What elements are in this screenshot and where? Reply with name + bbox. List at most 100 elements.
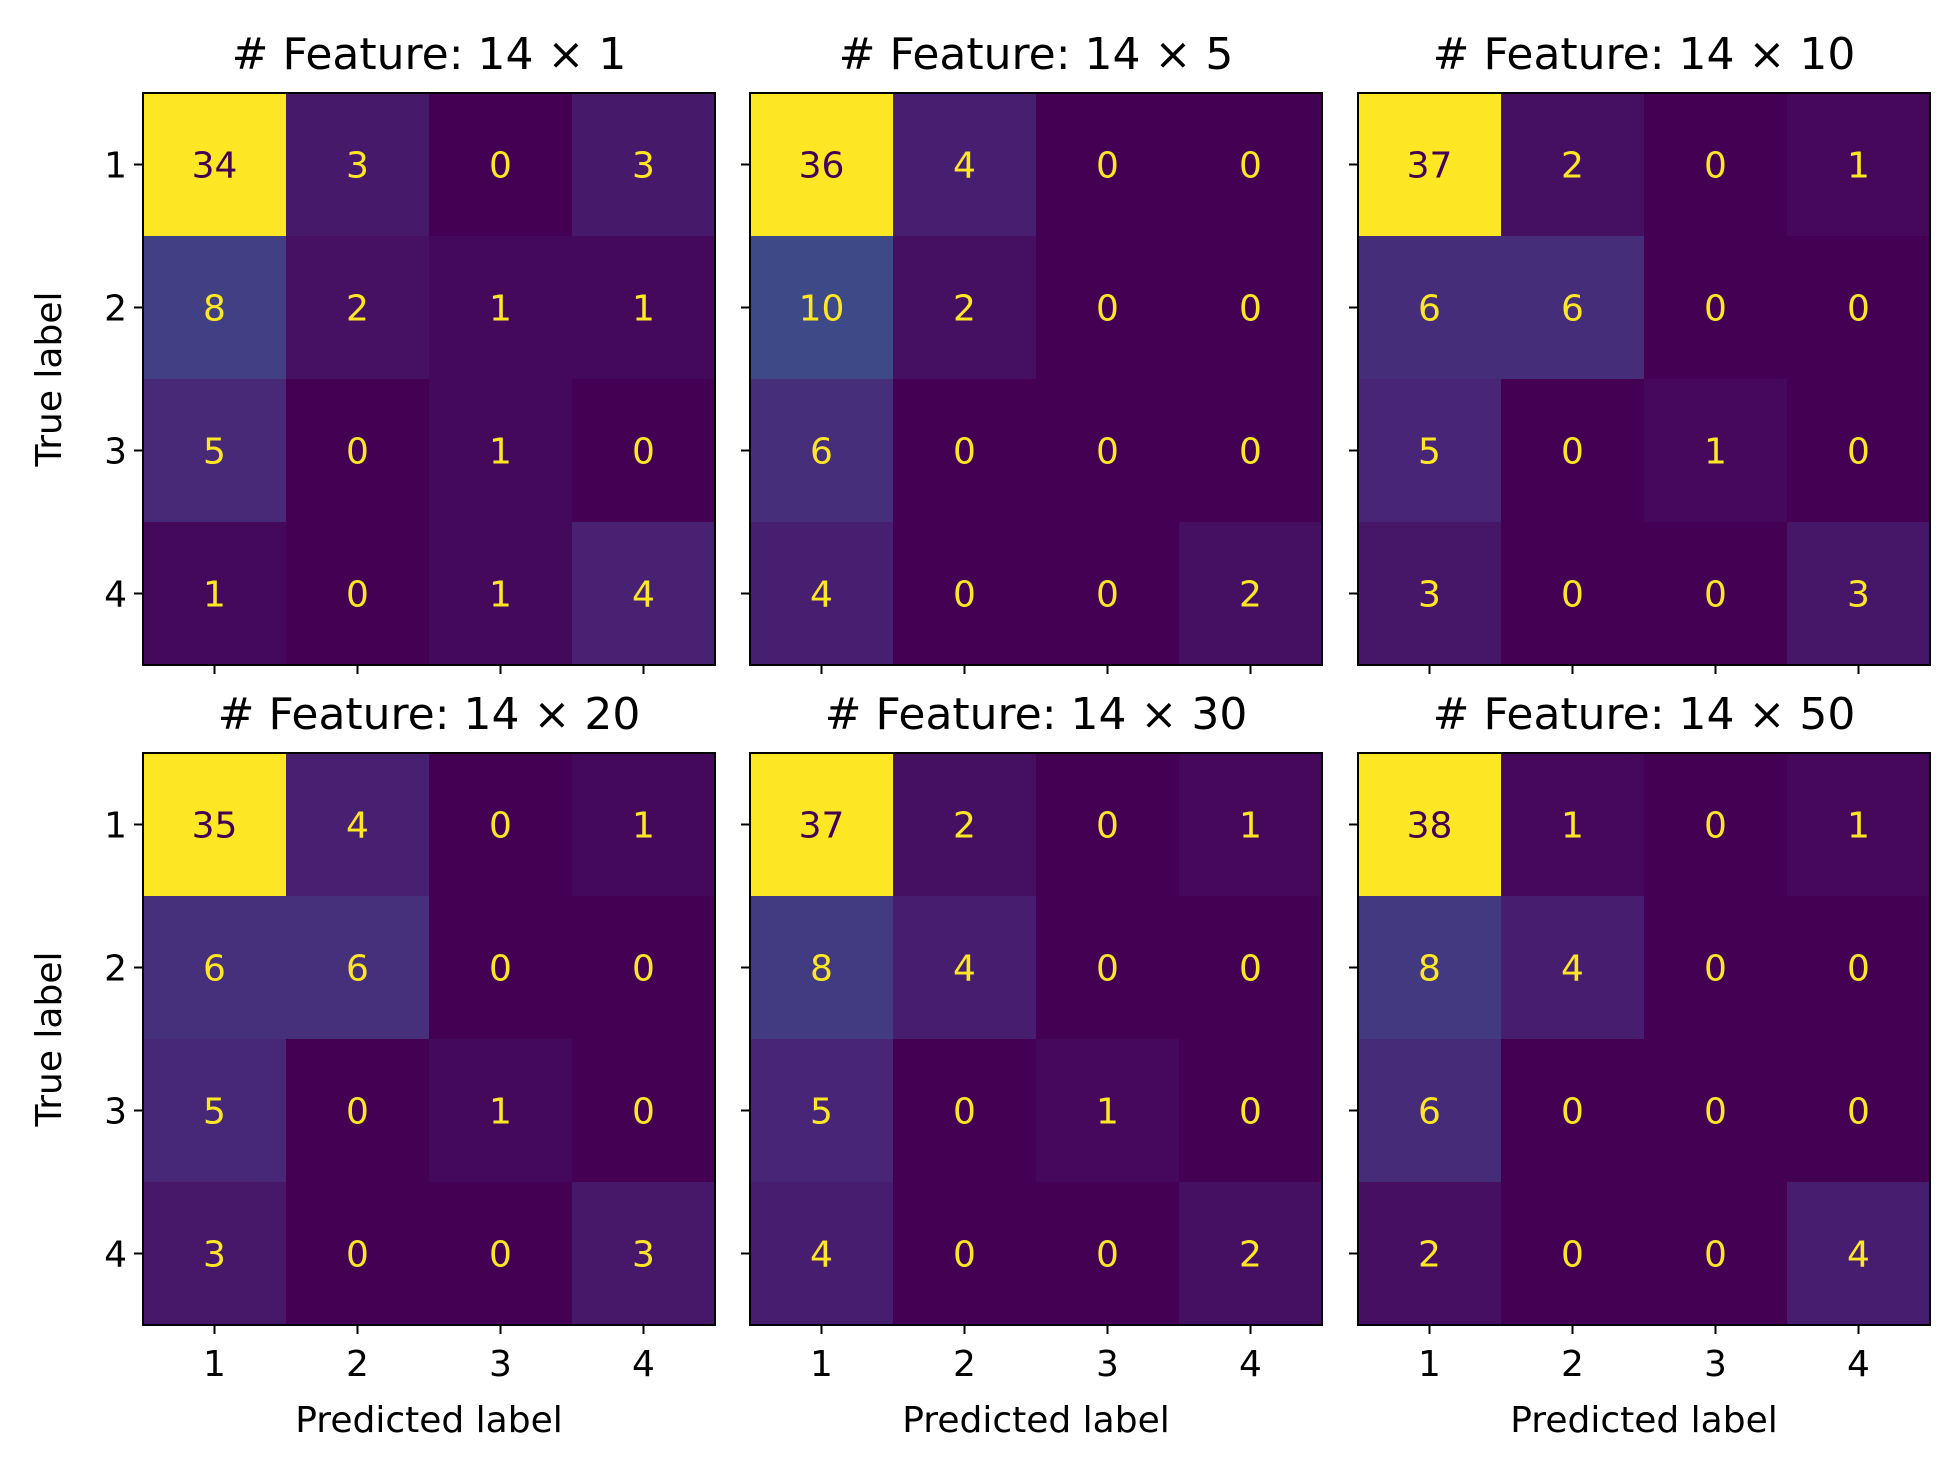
- cell-value-label: 1: [489, 1092, 512, 1133]
- x-axis-label: Predicted label: [902, 1400, 1170, 1441]
- cell-value-label: 0: [1847, 949, 1870, 990]
- cell-value-label: 1: [632, 289, 655, 330]
- confusion-matrix-panel-6: 38 1 0 1 8 4 0 0 6 0 0 0 2 0 0 4 # Feature: 14 × 50 1 2 3 4 P…: [1349, 689, 1931, 1441]
- cell-value-label: 1: [1847, 806, 1870, 847]
- cell-value-label: 3: [1418, 575, 1441, 616]
- cell-value-label: 0: [1704, 146, 1727, 187]
- x-tick-label: 4: [1847, 1344, 1870, 1385]
- confusion-matrix-panel-1: 34 3 0 38 2 1 15 0 1 01 0 1 4# Feature: 14 × 11234Tr…: [29, 29, 716, 674]
- confusion-matrix-panel-4: 35 4 0 1 6 6 0 0 5 0 1 0 3 0 0 3 # Feature: 14 × 20 1 2 3 4 1…: [29, 689, 716, 1441]
- matrix-cell: [286, 522, 430, 666]
- matrix-cell: [1501, 522, 1645, 666]
- cell-value-label: 0: [632, 949, 655, 990]
- x-tick-label: 3: [1704, 1344, 1727, 1385]
- matrix-cell: [572, 1039, 716, 1183]
- axes-frame: [142, 92, 716, 666]
- cell-value-label: 0: [1096, 949, 1119, 990]
- cell-value-label: 37: [799, 806, 845, 847]
- matrix-cell: [1179, 93, 1323, 237]
- matrix-cell: [1644, 522, 1788, 666]
- cell-value-label: 34: [192, 146, 238, 187]
- axes-frame: [1357, 752, 1931, 1326]
- cell-value-label: 0: [953, 432, 976, 473]
- matrix-cell: [286, 753, 430, 897]
- x-tick-label: 2: [953, 1344, 976, 1385]
- cell-value-label: 0: [1096, 1235, 1119, 1276]
- cell-value-label: 0: [1704, 575, 1727, 616]
- cell-value-label: 1: [1096, 1092, 1119, 1133]
- matrix-cell: [1787, 93, 1931, 237]
- matrix-cell: [750, 1182, 894, 1326]
- cell-value-label: 2: [953, 806, 976, 847]
- matrix-cell: [1501, 379, 1645, 523]
- matrix-cell: [286, 1182, 430, 1326]
- cell-value-label: 6: [1418, 1092, 1441, 1133]
- panel-title: # Feature: 14 × 10: [1433, 29, 1856, 80]
- matrix-cell: [1358, 236, 1502, 380]
- matrix-cell: [893, 93, 1037, 237]
- matrix-cell: [893, 753, 1037, 897]
- matrix-cell: [572, 93, 716, 237]
- cell-value-label: 0: [346, 1235, 369, 1276]
- x-axis-label: Predicted label: [1510, 1400, 1778, 1441]
- x-tick-label: 1: [810, 1344, 833, 1385]
- cell-value-label: 4: [1561, 949, 1584, 990]
- matrix-cell: [572, 896, 716, 1040]
- matrix-cell: [1501, 236, 1645, 380]
- matrix-cell: [750, 753, 894, 897]
- cell-value-label: 1: [1847, 146, 1870, 187]
- matrix-cell: [1036, 236, 1180, 380]
- cell-value-label: 3: [346, 146, 369, 187]
- y-tick-label: 2: [104, 289, 127, 330]
- matrix-cell: [750, 236, 894, 380]
- matrix-cell: [429, 896, 573, 1040]
- cell-value-label: 0: [1239, 146, 1262, 187]
- cell-value-label: 0: [1704, 1092, 1727, 1133]
- matrix-cell: [143, 522, 287, 666]
- matrix-cell: [1358, 379, 1502, 523]
- matrix-cell: [143, 896, 287, 1040]
- cell-value-label: 8: [1418, 949, 1441, 990]
- matrix-cell: [143, 753, 287, 897]
- matrix-cell: [1787, 896, 1931, 1040]
- matrix-cell: [1179, 236, 1323, 380]
- cell-value-label: 4: [810, 1235, 833, 1276]
- matrix-cell: [1644, 1039, 1788, 1183]
- matrix-cell: [893, 236, 1037, 380]
- matrix-cell: [1179, 379, 1323, 523]
- matrix-cell: [143, 1182, 287, 1326]
- cell-value-label: 4: [953, 146, 976, 187]
- matrix-cell: [286, 896, 430, 1040]
- cell-value-label: 3: [632, 1235, 655, 1276]
- matrix-cell: [429, 522, 573, 666]
- matrix-cell: [893, 1039, 1037, 1183]
- matrix-cell: [1644, 753, 1788, 897]
- cell-value-label: 2: [346, 289, 369, 330]
- cell-value-label: 2: [1239, 575, 1262, 616]
- matrix-cell: [1787, 753, 1931, 897]
- x-tick-label: 4: [1239, 1344, 1262, 1385]
- cell-value-label: 0: [489, 146, 512, 187]
- cell-value-label: 0: [953, 575, 976, 616]
- matrix-cell: [572, 753, 716, 897]
- y-tick-label: 1: [104, 806, 127, 847]
- confusion-matrix-panel-3: 37 2 0 1 6 6 0 0 5 0 1 0 3 0 0 3 # Feature: 14 × 10: [1349, 29, 1931, 674]
- matrix-cell: [1358, 753, 1502, 897]
- matrix-cell: [572, 1182, 716, 1326]
- matrix-cell: [143, 236, 287, 380]
- cell-value-label: 2: [1418, 1235, 1441, 1276]
- x-tick-label: 2: [1561, 1344, 1584, 1385]
- matrix-cell: [572, 522, 716, 666]
- y-tick-label: 1: [104, 146, 127, 187]
- axes-frame: [749, 752, 1323, 1326]
- cell-value-label: 0: [632, 1092, 655, 1133]
- matrix-cell: [750, 896, 894, 1040]
- matrix-cell: [1036, 1039, 1180, 1183]
- y-axis-label: True label: [29, 292, 70, 468]
- y-tick-label: 4: [104, 1235, 127, 1276]
- axes-frame: [142, 752, 716, 1326]
- matrix-cell: [893, 379, 1037, 523]
- matrix-cell: [572, 236, 716, 380]
- matrix-cell: [1358, 896, 1502, 1040]
